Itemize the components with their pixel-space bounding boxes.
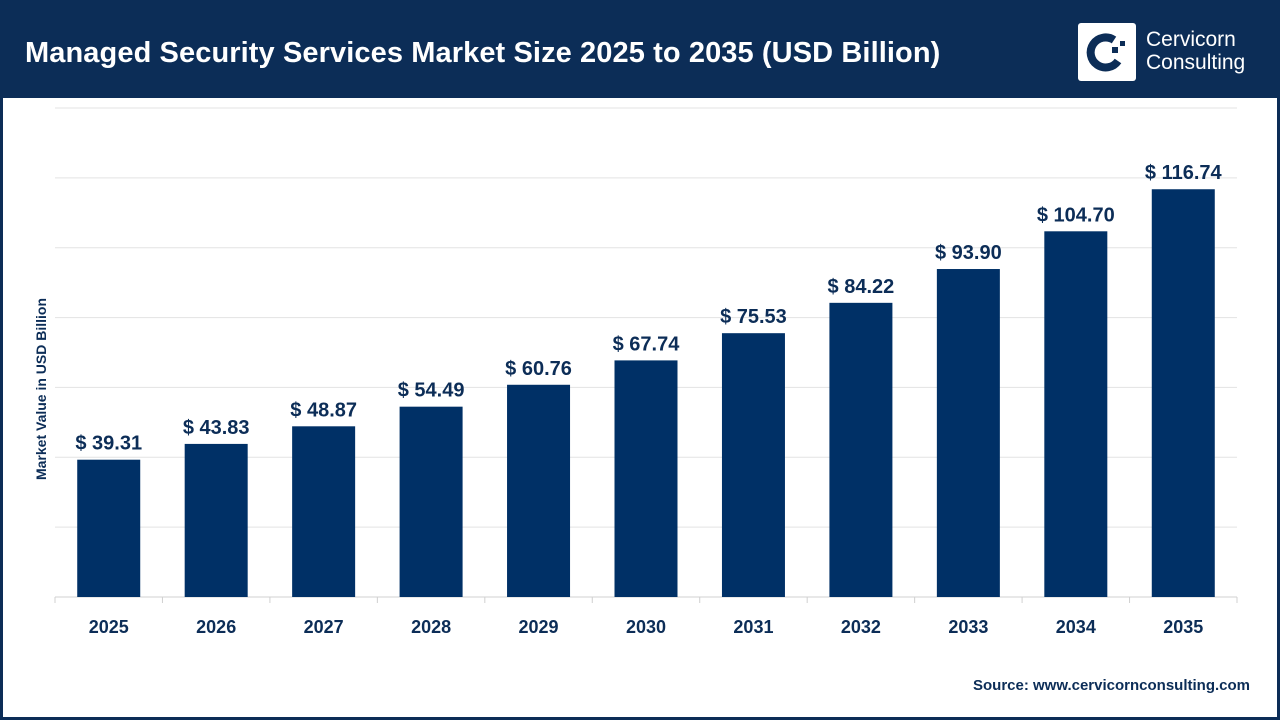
x-tick-label: 2035	[1163, 617, 1203, 637]
data-label: $ 60.76	[505, 358, 572, 380]
chart-title: Managed Security Services Market Size 20…	[25, 37, 941, 69]
bar-2035	[1151, 189, 1215, 598]
x-tick-label: 2034	[1056, 617, 1096, 637]
data-label: $ 54.49	[398, 380, 465, 402]
bar-2028	[399, 406, 463, 597]
data-label: $ 67.74	[613, 333, 681, 355]
logo-text-line2: Consulting	[1146, 51, 1246, 74]
logo-text-line1: Cervicorn	[1146, 28, 1236, 51]
x-tick-label: 2028	[411, 617, 451, 637]
cervicorn-logo: Cervicorn Consulting	[1078, 23, 1258, 81]
data-label: $ 93.90	[935, 242, 1002, 264]
bar-2031	[721, 333, 785, 597]
x-tick-label: 2033	[948, 617, 988, 637]
data-label: $ 43.83	[183, 417, 250, 439]
data-label: $ 39.31	[75, 433, 142, 455]
bar-2032	[829, 302, 893, 597]
bar-2033	[936, 269, 1000, 597]
source-note: Source: www.cervicornconsulting.com	[972, 677, 1250, 694]
header-banner: Managed Security Services Market Size 20…	[3, 3, 1277, 98]
x-tick-label: 2025	[89, 617, 129, 637]
x-tick-label: 2027	[304, 617, 344, 637]
logo-text: Cervicorn Consulting	[1146, 28, 1245, 74]
logo-mark-icon	[1078, 23, 1136, 81]
data-label: $ 116.74	[1145, 162, 1223, 184]
data-label: $ 84.22	[828, 276, 895, 298]
x-tick-label: 2031	[733, 617, 773, 637]
bar-2025	[77, 459, 141, 597]
y-axis-label: Market Value in USD Billion	[33, 298, 49, 480]
data-label: $ 48.87	[290, 399, 357, 421]
x-tick-label: 2029	[519, 617, 559, 637]
bar-2029	[507, 384, 571, 597]
bar-2026	[184, 443, 248, 597]
data-label: $ 104.70	[1037, 204, 1115, 226]
x-tick-label: 2030	[626, 617, 666, 637]
bar-2034	[1044, 231, 1108, 597]
x-tick-label: 2032	[841, 617, 881, 637]
data-label: $ 75.53	[720, 306, 787, 328]
bar-2030	[614, 360, 678, 597]
x-tick-label: 2026	[196, 617, 236, 637]
bar-2027	[292, 426, 356, 597]
